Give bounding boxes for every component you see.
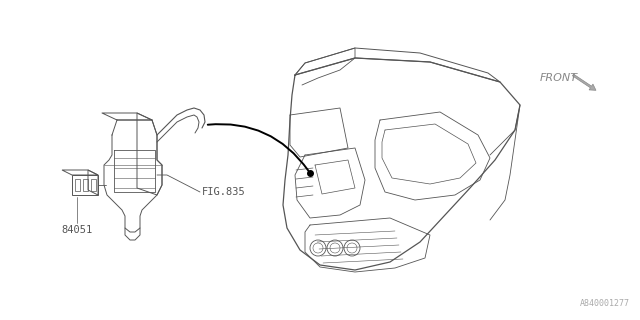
Text: 84051: 84051 — [61, 225, 93, 235]
Text: A840001277: A840001277 — [580, 299, 630, 308]
FancyArrowPatch shape — [208, 124, 308, 171]
Text: FRONT: FRONT — [540, 73, 578, 83]
Text: FIG.835: FIG.835 — [202, 187, 246, 197]
FancyArrow shape — [572, 74, 596, 90]
